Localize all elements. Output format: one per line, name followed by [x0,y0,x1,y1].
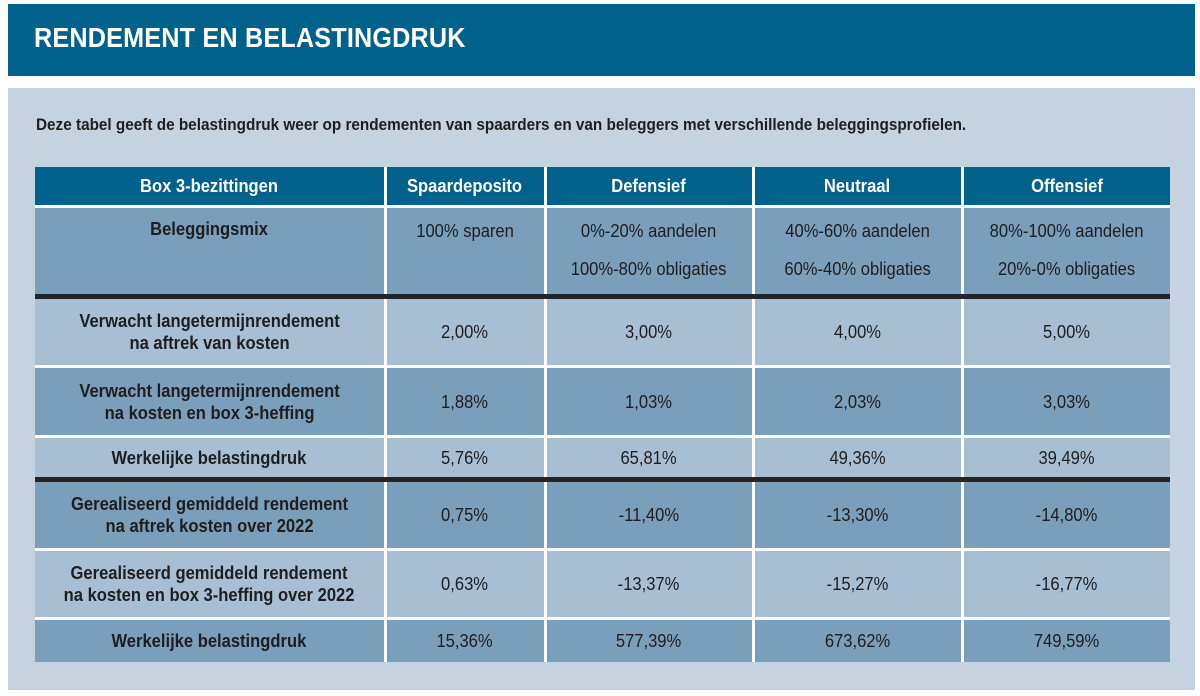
title-banner: RENDEMENT EN BELASTINGDRUK [8,4,1195,76]
table-cell: 15,36% [383,617,547,662]
table-cell: 0%-20% aandelen 100%-80% obligaties [543,205,755,299]
table-cell: -16,77% [960,548,1170,620]
table-row: Gerealiseerd gemiddeld rendement na koste… [35,548,1170,620]
table-row: Gerealiseerd gemiddeld rendement na aftre… [35,478,1170,551]
tax-burden-table: Box 3-bezittingen Spaardeposito Defensie… [35,167,1170,662]
table-cell: 40%-60% aandelen 60%-40% obligaties [751,205,964,299]
column-header: Defensief [543,167,755,208]
table-cell: -13,37% [543,548,755,620]
column-header: Box 3-bezittingen [35,167,387,208]
table-header-row: Box 3-bezittingen Spaardeposito Defensie… [35,167,1170,208]
table-cell: 1,88% [383,365,547,438]
table-cell: 749,59% [960,617,1170,662]
table-cell: 3,03% [960,365,1170,438]
content-panel: Deze tabel geeft de belastingdruk weer o… [8,88,1195,690]
row-label: Gerealiseerd gemiddeld rendement na koste… [35,548,387,620]
row-label: Gerealiseerd gemiddeld rendement na aftre… [35,478,387,551]
table-row-beleggingsmix: Beleggingsmix 100% sparen 0%-20% aandele… [35,205,1170,299]
table-cell: 1,03% [543,365,755,438]
table-cell: -11,40% [543,478,755,551]
row-label: Beleggingsmix [35,205,387,299]
column-header: Neutraal [751,167,964,208]
column-header: Offensief [960,167,1170,208]
page-title: RENDEMENT EN BELASTINGDRUK [34,22,466,53]
row-label: Verwacht langetermijnrendement na kosten … [35,365,387,438]
table-row: Verwacht langetermijnrendement na aftrek … [35,295,1170,368]
table-row: Verwacht langetermijnrendement na kosten … [35,365,1170,438]
table-cell: 39,49% [960,435,1170,482]
row-label: Werkelijke belastingdruk [35,435,387,482]
table-cell: 673,62% [751,617,964,662]
table-cell: 80%-100% aandelen 20%-0% obligaties [960,205,1170,299]
table-cell: -14,80% [960,478,1170,551]
table-row: Werkelijke belastingdruk 5,76% 65,81% 49… [35,435,1170,482]
table-cell: 2,00% [383,295,547,368]
intro-text: Deze tabel geeft de belastingdruk weer o… [36,115,967,134]
table-cell: 0,63% [383,548,547,620]
table-cell: -15,27% [751,548,964,620]
table-cell: 49,36% [751,435,964,482]
table-cell: 100% sparen [383,205,547,299]
table-cell: 5,00% [960,295,1170,368]
table-cell: 0,75% [383,478,547,551]
table-cell: 65,81% [543,435,755,482]
table-row: Werkelijke belastingdruk 15,36% 577,39% … [35,617,1170,662]
row-label: Werkelijke belastingdruk [35,617,387,662]
table-cell: 2,03% [751,365,964,438]
column-header: Spaardeposito [383,167,547,208]
row-label: Verwacht langetermijnrendement na aftrek … [35,295,387,368]
table-cell: 4,00% [751,295,964,368]
table-cell: 5,76% [383,435,547,482]
table-cell: -13,30% [751,478,964,551]
table-cell: 577,39% [543,617,755,662]
table-cell: 3,00% [543,295,755,368]
